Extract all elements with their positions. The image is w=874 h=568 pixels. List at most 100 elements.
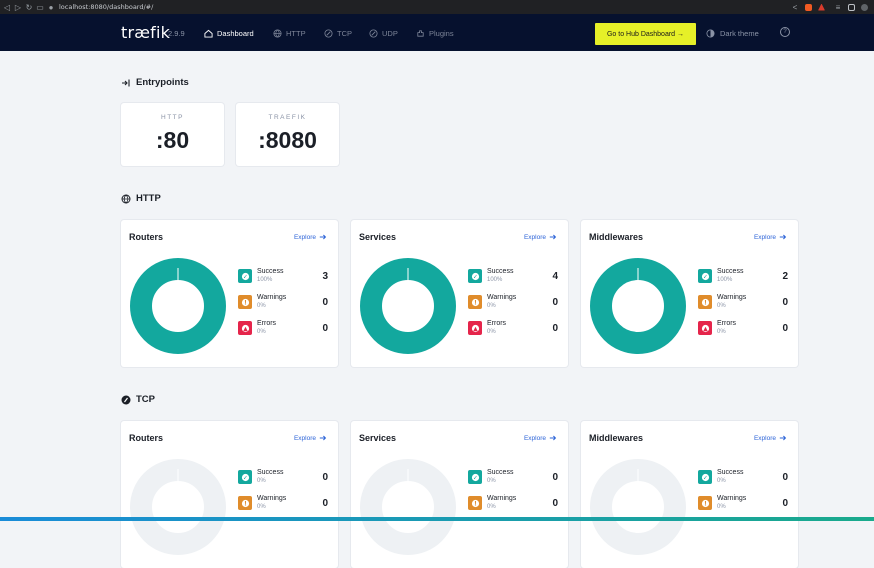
browser-toolbar: ◁ ▷ ↻ ▭ ● localhost:8080/dashboard/#/ < … (0, 0, 874, 14)
nav-plugins-label: Plugins (429, 29, 454, 38)
stat-count: 0 (552, 323, 558, 334)
udp-icon (369, 29, 378, 38)
stat-success: ✓ Success 0% 0 (238, 469, 328, 487)
stat-count: 2 (782, 271, 788, 282)
svg-text:✓: ✓ (703, 475, 708, 481)
brave-rewards-icon[interactable] (818, 3, 825, 11)
brave-shield-icon[interactable] (805, 3, 812, 11)
explore-label: Explore (293, 434, 316, 442)
stat-count: 0 (782, 472, 788, 483)
tcp-section-title: TCP (136, 394, 155, 405)
forward-icon[interactable]: ▷ (14, 2, 22, 12)
status-donut-chart (360, 459, 456, 555)
svg-text:▲: ▲ (243, 326, 248, 332)
warning-icon: ! (238, 295, 252, 309)
svg-text:✓: ✓ (243, 274, 248, 280)
stat-percent: 0% (257, 504, 266, 510)
explore-label: Explore (523, 434, 546, 442)
bookmark-icon[interactable]: ▭ (36, 2, 44, 12)
arrow-right-icon (549, 435, 557, 441)
explore-label: Explore (753, 233, 776, 241)
svg-text:!: ! (474, 501, 477, 507)
status-card-routers: Routers Explore ✓ Success 0% 0 ! (121, 421, 338, 568)
status-card-routers: Routers Explore ✓ Success 100% 3 ! (121, 220, 338, 367)
stat-success: ✓ Success 0% 0 (698, 469, 788, 487)
traefik-logo[interactable]: træfik (121, 23, 171, 42)
stat-errors: ▲ Errors 0% 0 (238, 320, 328, 338)
profile-icon[interactable] (861, 3, 868, 11)
arrow-right-icon (779, 435, 787, 441)
stat-errors: ▲ Errors 0% 0 (468, 320, 558, 338)
stat-label: Warnings (717, 294, 747, 301)
stat-label: Success (717, 268, 744, 275)
explore-label: Explore (523, 233, 546, 241)
stat-success: ✓ Success 100% 2 (698, 268, 788, 286)
arrow-right-icon (779, 234, 787, 240)
stat-label: Success (717, 469, 744, 476)
nav-tcp[interactable]: TCP (324, 29, 352, 38)
check-icon: ✓ (238, 470, 252, 484)
entrypoint-name: HTTP (161, 114, 184, 121)
stat-label: Success (257, 268, 284, 275)
explore-label: Explore (753, 434, 776, 442)
stat-count: 0 (552, 498, 558, 509)
site-info-icon[interactable]: ● (48, 2, 54, 12)
svg-text:!: ! (244, 501, 247, 507)
address-bar[interactable]: localhost:8080/dashboard/#/ (59, 3, 154, 11)
dark-theme-label: Dark theme (720, 29, 759, 38)
nav-dashboard[interactable]: Dashboard (204, 29, 254, 38)
explore-link[interactable]: Explore (754, 434, 787, 442)
share-icon[interactable]: < (792, 2, 798, 12)
back-icon[interactable]: ◁ (3, 2, 11, 12)
stat-count: 0 (322, 498, 328, 509)
warning-icon: ! (238, 496, 252, 510)
tcp-icon (121, 395, 131, 404)
stat-percent: 0% (487, 504, 496, 510)
stat-percent: 0% (487, 478, 496, 484)
stat-count: 0 (552, 472, 558, 483)
nav-plugins[interactable]: Plugins (416, 29, 454, 38)
help-icon[interactable]: ? (780, 27, 790, 37)
explore-link[interactable]: Explore (294, 233, 327, 241)
sidebar-icon[interactable] (848, 3, 855, 11)
check-icon: ✓ (698, 470, 712, 484)
stat-label: Warnings (257, 495, 287, 502)
entrypoint-icon (122, 79, 130, 86)
nav-dashboard-label: Dashboard (217, 29, 254, 38)
stat-percent: 100% (487, 277, 503, 283)
menu-icon[interactable]: ≡ (835, 2, 841, 12)
error-icon: ▲ (238, 321, 252, 335)
error-icon: ▲ (468, 321, 482, 335)
bottom-edge (0, 517, 874, 521)
stat-count: 0 (552, 297, 558, 308)
explore-link[interactable]: Explore (294, 434, 327, 442)
nav-udp[interactable]: UDP (369, 29, 398, 38)
stat-count: 0 (322, 297, 328, 308)
warning-icon: ! (468, 496, 482, 510)
status-card-services: Services Explore ✓ Success 0% 0 ! (351, 421, 568, 568)
entrypoints-heading: Entrypoints (121, 77, 189, 88)
nav-http[interactable]: HTTP (273, 29, 306, 38)
explore-link[interactable]: Explore (524, 233, 557, 241)
stat-label: Errors (487, 320, 507, 327)
card-title: Services (359, 232, 397, 242)
stat-percent: 0% (717, 303, 726, 309)
stat-errors: ▲ Errors 0% 0 (698, 320, 788, 338)
stat-percent: 100% (717, 277, 733, 283)
svg-text:✓: ✓ (473, 475, 478, 481)
go-to-hub-button[interactable]: Go to Hub Dashboard → (595, 23, 696, 45)
tcp-heading: TCP (121, 394, 155, 405)
arrow-right-icon (549, 234, 557, 240)
nav-udp-label: UDP (382, 29, 398, 38)
card-title: Routers (129, 433, 164, 443)
reload-icon[interactable]: ↻ (25, 2, 33, 12)
card-title: Middlewares (589, 232, 644, 242)
stat-warnings: ! Warnings 0% 0 (238, 495, 328, 513)
explore-link[interactable]: Explore (524, 434, 557, 442)
stat-percent: 0% (257, 303, 266, 309)
explore-link[interactable]: Explore (754, 233, 787, 241)
stat-warnings: ! Warnings 0% 0 (468, 495, 558, 513)
stat-label: Success (487, 469, 514, 476)
dark-theme-toggle[interactable]: Dark theme (706, 29, 759, 38)
entrypoint-card-http: HTTP :80 (121, 103, 224, 166)
